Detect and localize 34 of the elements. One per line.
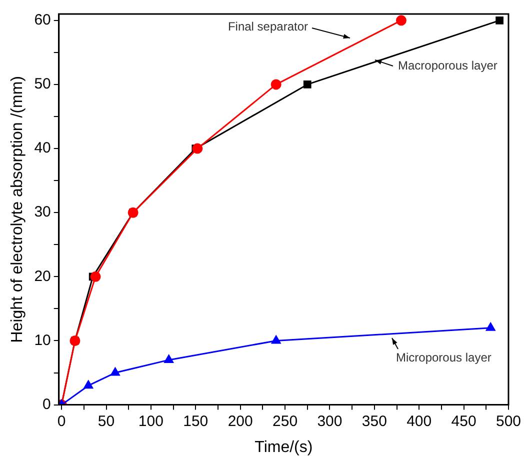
y-tick-label: 50 [34,76,51,93]
x-axis-title: Time/(s) [254,438,313,456]
x-tick-label: 0 [57,412,66,430]
y-tick-label: 0 [42,396,51,413]
y-tick-label: 10 [34,332,51,349]
y-tick-label: 30 [34,204,51,221]
y-axis-title: Height of electrolyte absorption /(mm) [9,76,26,343]
x-tick-label: 150 [183,412,208,430]
point [192,143,203,154]
x-tick-label: 400 [406,412,432,430]
point [496,16,504,24]
x-tick-label: 250 [272,412,298,430]
point [271,335,281,344]
point [303,80,312,88]
x-tick-label: 350 [362,412,387,430]
annotation: Macroporous layer [398,58,498,72]
x-tick-label: 50 [98,412,115,430]
point [110,368,120,376]
point [164,354,174,363]
point [90,271,101,282]
y-tick-label: 20 [34,268,51,285]
point [84,380,94,389]
x-tick-label: 100 [138,412,164,430]
y-tick-label: 60 [34,12,51,29]
x-tick-label: 300 [317,412,342,430]
annotation: Microporous layer [396,350,492,364]
y-tick-label: 40 [34,140,51,157]
point [486,322,496,331]
x-tick-label: 500 [496,412,521,430]
x-tick-label: 450 [451,412,476,430]
x-tick-label: 200 [228,412,253,430]
point [270,79,282,90]
point [396,15,406,26]
annotation: Final separator [228,19,308,34]
